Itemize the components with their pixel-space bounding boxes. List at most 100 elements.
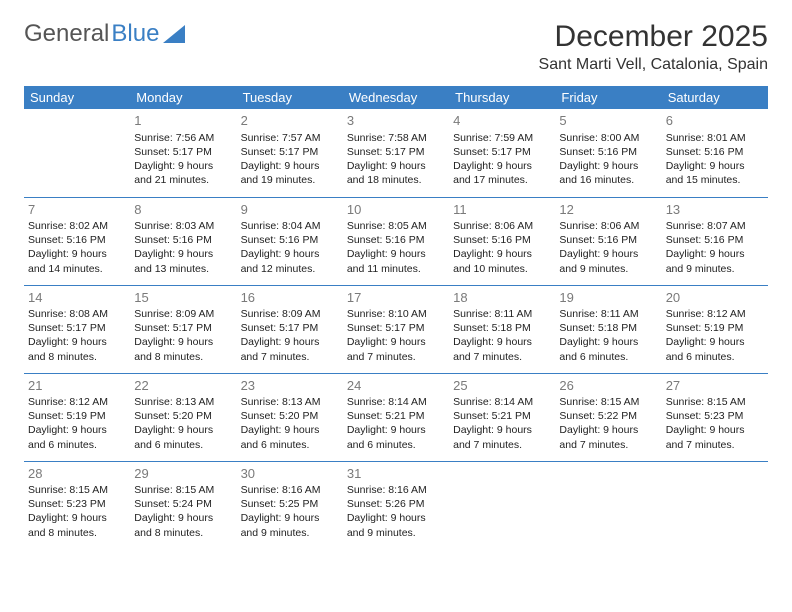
sunset-text: Sunset: 5:17 PM — [347, 321, 445, 335]
day-number: 4 — [453, 112, 551, 130]
sunrise-text: Sunrise: 8:15 AM — [28, 483, 126, 497]
sunrise-text: Sunrise: 8:01 AM — [666, 131, 764, 145]
sunset-text: Sunset: 5:16 PM — [559, 233, 657, 247]
weekday-header: Wednesday — [343, 86, 449, 109]
calendar-cell: 7Sunrise: 8:02 AMSunset: 5:16 PMDaylight… — [24, 197, 130, 285]
daylight-text: Daylight: 9 hours and 11 minutes. — [347, 247, 445, 275]
daylight-text: Daylight: 9 hours and 15 minutes. — [666, 159, 764, 187]
sunset-text: Sunset: 5:16 PM — [559, 145, 657, 159]
daylight-text: Daylight: 9 hours and 8 minutes. — [134, 335, 232, 363]
sunrise-text: Sunrise: 8:14 AM — [347, 395, 445, 409]
sunset-text: Sunset: 5:21 PM — [453, 409, 551, 423]
daylight-text: Daylight: 9 hours and 9 minutes. — [559, 247, 657, 275]
day-number: 24 — [347, 377, 445, 395]
logo-triangle-icon — [163, 25, 185, 43]
logo-text-blue: Blue — [111, 20, 159, 48]
sunset-text: Sunset: 5:16 PM — [347, 233, 445, 247]
daylight-text: Daylight: 9 hours and 7 minutes. — [241, 335, 339, 363]
sunrise-text: Sunrise: 8:02 AM — [28, 219, 126, 233]
sunset-text: Sunset: 5:24 PM — [134, 497, 232, 511]
daylight-text: Daylight: 9 hours and 6 minutes. — [28, 423, 126, 451]
daylight-text: Daylight: 9 hours and 18 minutes. — [347, 159, 445, 187]
weekday-header: Saturday — [662, 86, 768, 109]
daylight-text: Daylight: 9 hours and 7 minutes. — [559, 423, 657, 451]
header: GeneralBlue December 2025 Sant Marti Vel… — [24, 20, 768, 74]
calendar-row: 7Sunrise: 8:02 AMSunset: 5:16 PMDaylight… — [24, 197, 768, 285]
calendar-cell: 6Sunrise: 8:01 AMSunset: 5:16 PMDaylight… — [662, 109, 768, 197]
sunrise-text: Sunrise: 8:12 AM — [28, 395, 126, 409]
calendar-row: 21Sunrise: 8:12 AMSunset: 5:19 PMDayligh… — [24, 373, 768, 461]
sunset-text: Sunset: 5:20 PM — [241, 409, 339, 423]
sunrise-text: Sunrise: 8:03 AM — [134, 219, 232, 233]
daylight-text: Daylight: 9 hours and 10 minutes. — [453, 247, 551, 275]
daylight-text: Daylight: 9 hours and 8 minutes. — [134, 511, 232, 539]
day-number: 31 — [347, 465, 445, 483]
sunset-text: Sunset: 5:17 PM — [241, 321, 339, 335]
daylight-text: Daylight: 9 hours and 7 minutes. — [453, 335, 551, 363]
sunrise-text: Sunrise: 7:58 AM — [347, 131, 445, 145]
calendar-row: 1Sunrise: 7:56 AMSunset: 5:17 PMDaylight… — [24, 109, 768, 197]
day-number: 1 — [134, 112, 232, 130]
sunrise-text: Sunrise: 8:11 AM — [559, 307, 657, 321]
weekday-header: Tuesday — [237, 86, 343, 109]
daylight-text: Daylight: 9 hours and 9 minutes. — [666, 247, 764, 275]
sunset-text: Sunset: 5:21 PM — [347, 409, 445, 423]
sunrise-text: Sunrise: 8:06 AM — [559, 219, 657, 233]
day-number: 17 — [347, 289, 445, 307]
calendar-cell: 28Sunrise: 8:15 AMSunset: 5:23 PMDayligh… — [24, 461, 130, 549]
sunset-text: Sunset: 5:17 PM — [28, 321, 126, 335]
day-number: 6 — [666, 112, 764, 130]
calendar-cell: 19Sunrise: 8:11 AMSunset: 5:18 PMDayligh… — [555, 285, 661, 373]
sunrise-text: Sunrise: 8:15 AM — [666, 395, 764, 409]
weekday-row: SundayMondayTuesdayWednesdayThursdayFrid… — [24, 86, 768, 109]
calendar-cell: 9Sunrise: 8:04 AMSunset: 5:16 PMDaylight… — [237, 197, 343, 285]
day-number: 25 — [453, 377, 551, 395]
calendar-cell: 23Sunrise: 8:13 AMSunset: 5:20 PMDayligh… — [237, 373, 343, 461]
calendar-cell: 18Sunrise: 8:11 AMSunset: 5:18 PMDayligh… — [449, 285, 555, 373]
sunset-text: Sunset: 5:18 PM — [559, 321, 657, 335]
daylight-text: Daylight: 9 hours and 12 minutes. — [241, 247, 339, 275]
sunset-text: Sunset: 5:22 PM — [559, 409, 657, 423]
logo: GeneralBlue — [24, 20, 185, 48]
day-number: 16 — [241, 289, 339, 307]
weekday-header: Thursday — [449, 86, 555, 109]
sunset-text: Sunset: 5:17 PM — [134, 321, 232, 335]
calendar-cell: 20Sunrise: 8:12 AMSunset: 5:19 PMDayligh… — [662, 285, 768, 373]
day-number: 20 — [666, 289, 764, 307]
daylight-text: Daylight: 9 hours and 6 minutes. — [347, 423, 445, 451]
calendar-cell: 17Sunrise: 8:10 AMSunset: 5:17 PMDayligh… — [343, 285, 449, 373]
sunset-text: Sunset: 5:17 PM — [347, 145, 445, 159]
sunrise-text: Sunrise: 8:06 AM — [453, 219, 551, 233]
location-text: Sant Marti Vell, Catalonia, Spain — [539, 56, 768, 74]
sunset-text: Sunset: 5:26 PM — [347, 497, 445, 511]
sunrise-text: Sunrise: 8:15 AM — [559, 395, 657, 409]
sunrise-text: Sunrise: 8:11 AM — [453, 307, 551, 321]
sunset-text: Sunset: 5:20 PM — [134, 409, 232, 423]
sunset-text: Sunset: 5:17 PM — [134, 145, 232, 159]
daylight-text: Daylight: 9 hours and 7 minutes. — [666, 423, 764, 451]
sunset-text: Sunset: 5:23 PM — [28, 497, 126, 511]
calendar-cell: 24Sunrise: 8:14 AMSunset: 5:21 PMDayligh… — [343, 373, 449, 461]
daylight-text: Daylight: 9 hours and 19 minutes. — [241, 159, 339, 187]
daylight-text: Daylight: 9 hours and 13 minutes. — [134, 247, 232, 275]
daylight-text: Daylight: 9 hours and 6 minutes. — [134, 423, 232, 451]
day-number: 13 — [666, 201, 764, 219]
calendar-cell: 27Sunrise: 8:15 AMSunset: 5:23 PMDayligh… — [662, 373, 768, 461]
sunset-text: Sunset: 5:19 PM — [28, 409, 126, 423]
sunset-text: Sunset: 5:17 PM — [241, 145, 339, 159]
logo-text-general: General — [24, 20, 109, 48]
day-number: 3 — [347, 112, 445, 130]
day-number: 28 — [28, 465, 126, 483]
day-number: 22 — [134, 377, 232, 395]
day-number: 18 — [453, 289, 551, 307]
calendar-cell: 2Sunrise: 7:57 AMSunset: 5:17 PMDaylight… — [237, 109, 343, 197]
calendar-cell — [24, 109, 130, 197]
calendar-cell: 8Sunrise: 8:03 AMSunset: 5:16 PMDaylight… — [130, 197, 236, 285]
calendar-cell: 22Sunrise: 8:13 AMSunset: 5:20 PMDayligh… — [130, 373, 236, 461]
calendar-cell: 16Sunrise: 8:09 AMSunset: 5:17 PMDayligh… — [237, 285, 343, 373]
sunrise-text: Sunrise: 8:08 AM — [28, 307, 126, 321]
day-number: 10 — [347, 201, 445, 219]
daylight-text: Daylight: 9 hours and 21 minutes. — [134, 159, 232, 187]
sunset-text: Sunset: 5:25 PM — [241, 497, 339, 511]
daylight-text: Daylight: 9 hours and 9 minutes. — [347, 511, 445, 539]
